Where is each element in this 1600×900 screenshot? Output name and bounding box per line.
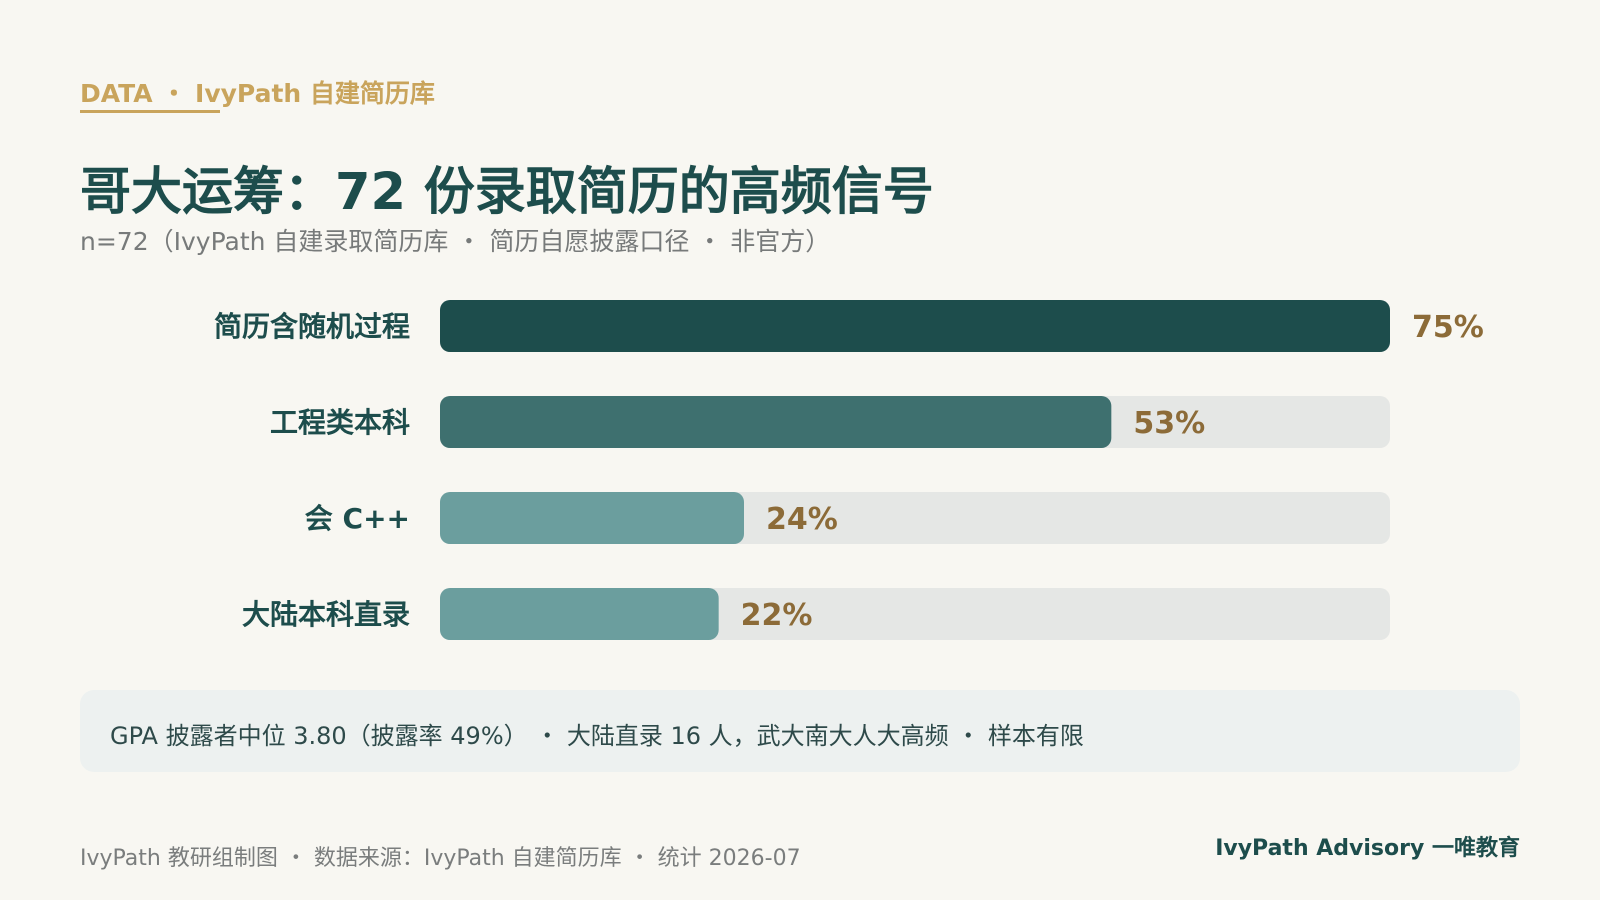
chart-subtitle: n=72（IvyPath 自建录取简历库 ・ 简历自愿披露口径 ・ 非官方） xyxy=(80,227,831,256)
bar xyxy=(440,492,744,544)
eyebrow-label: DATA ・ IvyPath 自建简历库 xyxy=(80,79,435,108)
category-label: 工程类本科 xyxy=(270,406,410,439)
value-label: 22% xyxy=(741,598,813,633)
category-label: 简历含随机过程 xyxy=(214,310,410,343)
footer-credit: IvyPath 教研组制图 ・ 数据来源：IvyPath 自建简历库 ・ 统计 … xyxy=(80,846,801,871)
note-text: GPA 披露者中位 3.80（披露率 49%） ・ 大陆直录 16 人，武大南大… xyxy=(110,722,1084,750)
value-label: 53% xyxy=(1133,406,1205,441)
bar xyxy=(440,588,719,640)
bar xyxy=(440,396,1112,448)
category-label: 会 C++ xyxy=(305,502,410,535)
bar xyxy=(440,300,1390,352)
chart-title: 哥大运筹：72 份录取简历的高频信号 xyxy=(80,163,934,222)
bar-chart: 简历含随机过程 75% 工程类本科 53% 会 C++ 24% 大陆本科直录 22% xyxy=(214,300,1484,640)
note-box: GPA 披露者中位 3.80（披露率 49%） ・ 大陆直录 16 人，武大南大… xyxy=(80,690,1520,772)
value-label: 75% xyxy=(1412,310,1484,345)
eyebrow-underline xyxy=(80,110,220,113)
footer-brand: IvyPath Advisory 一唯教育 xyxy=(1215,836,1520,861)
category-label: 大陆本科直录 xyxy=(242,598,410,631)
value-label: 24% xyxy=(766,502,838,537)
